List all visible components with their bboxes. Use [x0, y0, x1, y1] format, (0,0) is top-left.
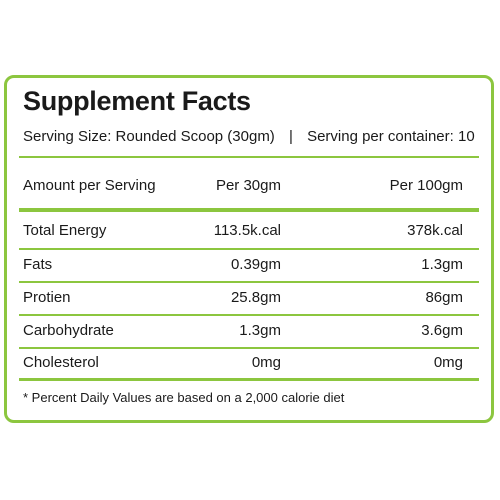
- header-per-30gm: Per 30gm: [215, 177, 281, 194]
- header-amount-per-serving: Amount per Serving: [23, 177, 156, 194]
- servings-per-container: Serving per container: 10: [307, 128, 475, 145]
- value-per-30gm: 0mg: [251, 354, 281, 371]
- divider-thick: [19, 378, 479, 381]
- table-header-row: Amount per Serving Per 30gm Per 100gm: [23, 177, 463, 199]
- value-per-30gm: 1.3gm: [239, 322, 281, 339]
- serving-size: Serving Size: Rounded Scoop (30gm): [23, 128, 275, 145]
- value-per-100gm: 86gm: [425, 289, 463, 306]
- row-divider: [19, 347, 479, 349]
- value-per-30gm: 0.39gm: [230, 256, 281, 273]
- table-row: Carbohydrate 1.3gm 3.6gm: [23, 322, 463, 344]
- nutrient-name: Protien: [23, 289, 71, 306]
- row-divider: [19, 281, 479, 283]
- panel-title: Supplement Facts: [23, 86, 251, 116]
- supplement-facts-panel: Supplement Facts Serving Size: Rounded S…: [4, 75, 494, 423]
- divider-thick: [19, 208, 479, 212]
- value-per-100gm: 0mg: [433, 354, 463, 371]
- nutrient-name: Cholesterol: [23, 354, 99, 371]
- serving-info: Serving Size: Rounded Scoop (30gm) | Ser…: [23, 128, 475, 145]
- nutrient-name: Carbohydrate: [23, 322, 114, 339]
- table-row: Total Energy 113.5k.cal 378k.cal: [23, 222, 463, 244]
- nutrient-name: Fats: [23, 256, 53, 273]
- nutrient-name: Total Energy: [23, 222, 107, 239]
- value-per-100gm: 3.6gm: [421, 322, 463, 339]
- serving-separator: |: [288, 128, 293, 145]
- table-row: Cholesterol 0mg 0mg: [23, 354, 463, 376]
- header-per-100gm: Per 100gm: [389, 177, 463, 194]
- footnote: * Percent Daily Values are based on a 2,…: [23, 390, 345, 405]
- value-per-30gm: 113.5k.cal: [213, 222, 281, 239]
- divider-thin: [19, 156, 479, 158]
- row-divider: [19, 248, 479, 250]
- value-per-30gm: 25.8gm: [230, 289, 281, 306]
- value-per-100gm: 1.3gm: [421, 256, 463, 273]
- table-row: Fats 0.39gm 1.3gm: [23, 256, 463, 278]
- row-divider: [19, 314, 479, 316]
- value-per-100gm: 378k.cal: [407, 222, 463, 239]
- table-row: Protien 25.8gm 86gm: [23, 289, 463, 311]
